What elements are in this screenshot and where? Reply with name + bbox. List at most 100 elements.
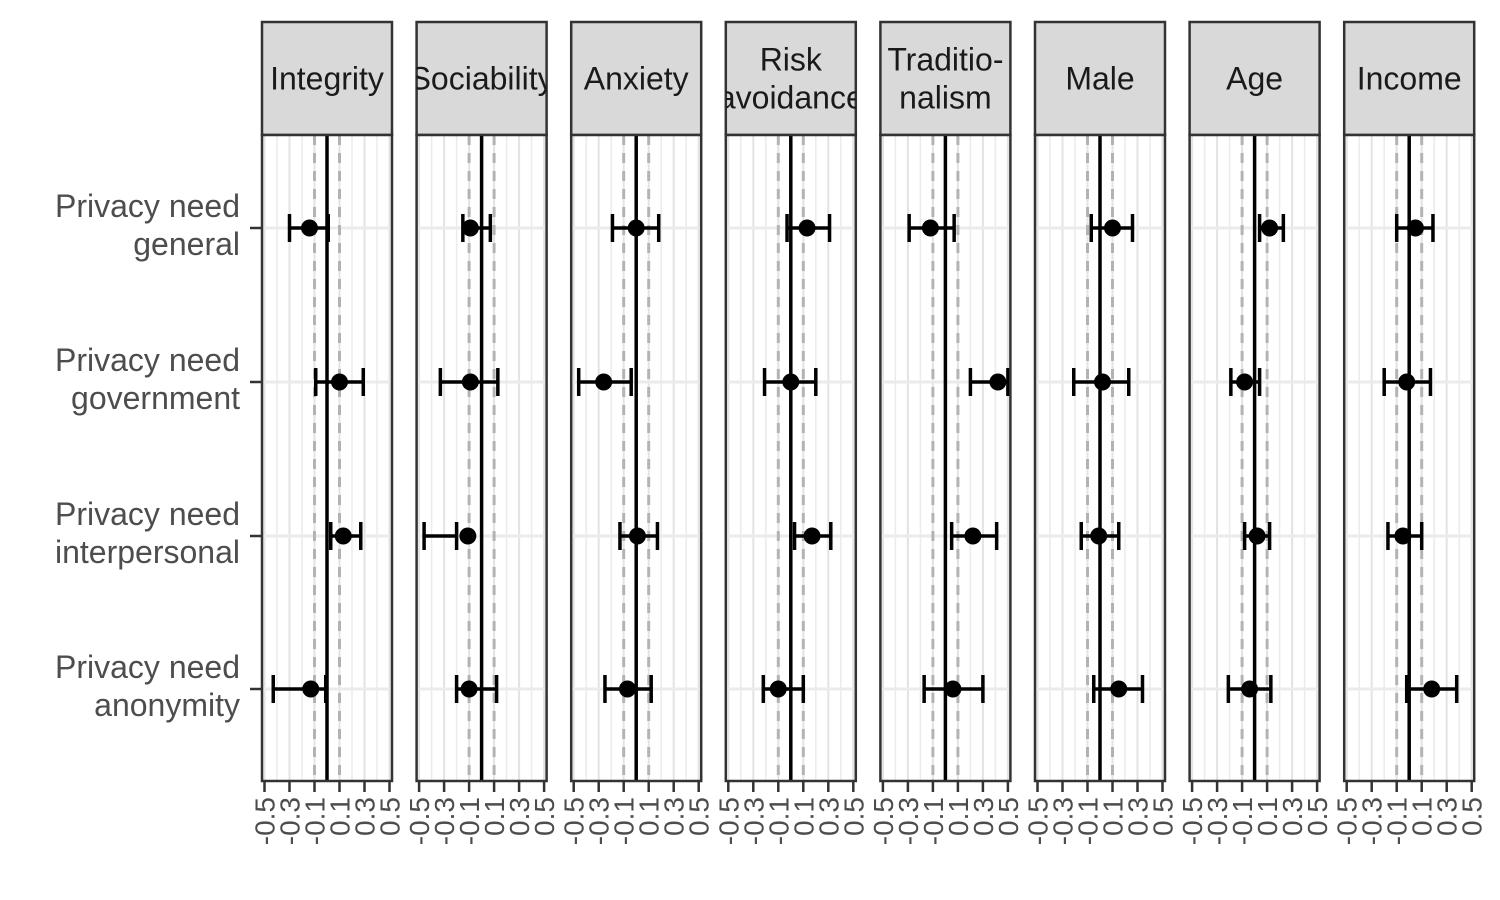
estimate-point: [301, 219, 318, 237]
estimate-point: [989, 373, 1007, 391]
x-tick-label: -0.1: [609, 797, 640, 845]
estimate-point: [1110, 680, 1128, 698]
row-label: Privacy need anonymity: [55, 649, 240, 723]
x-tick-label: 0.1: [788, 797, 819, 836]
facet-panel: Age -0.5-0.3-0.10.10.30.5: [1177, 20, 1333, 845]
facet-panel: Income -0.5-0.3-0.10.10.30.5: [1332, 20, 1488, 845]
x-tick-label: -0.1: [1073, 797, 1104, 845]
x-tick-label: -0.5: [1177, 797, 1208, 845]
x-tick-label: 0.1: [1252, 797, 1283, 836]
row-label: Privacy need government: [55, 342, 240, 416]
facet-strip: [879, 20, 1012, 137]
estimate-point: [1241, 680, 1259, 698]
x-tick-label: 0.5: [838, 797, 869, 836]
x-tick-label: -0.5: [713, 797, 744, 845]
facet-panel-border: [415, 133, 548, 783]
estimate-point: [921, 219, 939, 237]
estimate-point: [1406, 219, 1424, 237]
facet-strip-label: Income: [1357, 61, 1462, 97]
estimate-point: [628, 527, 646, 545]
x-tick-label: -0.3: [738, 797, 769, 845]
x-tick-label: -0.1: [300, 797, 331, 845]
estimate-point: [1236, 373, 1254, 391]
estimate-point: [1261, 219, 1279, 237]
x-tick-label: -0.5: [250, 797, 281, 845]
facet-strip: [724, 20, 858, 137]
x-tick-label: -0.5: [404, 797, 435, 845]
x-tick-label: 0.5: [1457, 797, 1488, 836]
x-tick-label: 0.3: [350, 797, 381, 836]
facet-strip-label-line: Integrity: [270, 61, 384, 97]
row-label-line: Privacy need: [55, 342, 240, 378]
facet-strip-label-line: avoidance: [718, 80, 864, 116]
facet-strip-label-line: Anxiety: [584, 61, 689, 97]
x-tick-label: 0.5: [375, 797, 406, 836]
facet-panel-border: [1342, 133, 1476, 783]
estimate-point: [1394, 527, 1412, 545]
x-tick-label: 0.5: [993, 797, 1024, 836]
facet-strip: [415, 20, 548, 137]
facet-strip-label: Risk avoidance: [718, 42, 864, 116]
estimate-point: [1398, 373, 1416, 391]
x-tick-label: -0.3: [893, 797, 924, 845]
facet-panel-border: [1188, 133, 1321, 783]
facet-strip: [569, 20, 703, 137]
x-tick-label: 0.1: [479, 797, 510, 836]
x-tick-label: -0.1: [763, 797, 794, 845]
x-tick-label: -0.3: [275, 797, 306, 845]
x-tick-label: -0.3: [584, 797, 615, 845]
row-label-line: Privacy need: [55, 496, 240, 532]
estimate-point: [944, 680, 962, 698]
row-label-line: general: [133, 226, 240, 262]
x-tick-label: 0.1: [634, 797, 665, 836]
facet-panel-border: [1033, 133, 1167, 783]
estimate-point: [461, 219, 479, 237]
x-tick-label: 0.3: [1123, 797, 1154, 836]
x-tick-label: -0.1: [918, 797, 949, 845]
facet-strip-label-line: Age: [1226, 61, 1283, 97]
facet-strip-label-line: Risk: [760, 42, 823, 78]
x-tick-label: -0.1: [1382, 797, 1413, 845]
x-tick-label: -0.5: [559, 797, 590, 845]
facet-strip-label: Sociability: [410, 61, 554, 97]
estimate-point: [334, 527, 352, 545]
facet-strip-label-line: Male: [1065, 61, 1134, 97]
estimate-point: [769, 680, 787, 698]
facet-panel-border: [260, 133, 394, 783]
x-tick-label: 0.1: [1407, 797, 1438, 836]
estimate-point: [461, 373, 479, 391]
estimate-point: [1248, 527, 1266, 545]
estimate-point: [302, 680, 320, 698]
x-tick-label: 0.3: [1277, 797, 1308, 836]
estimate-point: [803, 527, 821, 545]
facet-strip-label: Traditio-nalism: [887, 42, 1003, 116]
facet-panel: Anxiety -0.5-0.3-0.10.10.30.5: [559, 20, 715, 845]
facet-strip-label-line: Income: [1357, 61, 1462, 97]
x-tick-label: -0.1: [1227, 797, 1258, 845]
row-label: Privacy need interpersonal: [55, 496, 240, 570]
x-tick-label: -0.1: [454, 797, 485, 845]
estimate-point: [460, 680, 478, 698]
x-tick-label: -0.3: [1357, 797, 1388, 845]
facet-panel-border: [724, 133, 858, 783]
facet-strip-label: Age: [1226, 61, 1283, 97]
row-label-line: Privacy need: [55, 188, 240, 224]
facet-strip-label: Integrity: [270, 61, 384, 97]
estimate-point: [798, 219, 816, 237]
facet-panel: Male -0.5-0.3-0.10.10.30.5: [1023, 20, 1179, 845]
x-tick-label: 0.3: [968, 797, 999, 836]
estimate-point: [964, 527, 982, 545]
facet-strip-label-line: Traditio-: [887, 42, 1003, 78]
x-tick-label: -0.5: [868, 797, 899, 845]
estimate-point: [627, 219, 645, 237]
facet-strip-label: Male: [1065, 61, 1134, 97]
x-tick-label: 0.3: [659, 797, 690, 836]
facet-strip: [1033, 20, 1167, 137]
x-tick-label: 0.5: [684, 797, 715, 836]
facet-strip-label-line: nalism: [899, 80, 991, 116]
x-tick-label: -0.3: [1048, 797, 1079, 845]
estimate-point: [782, 373, 800, 391]
x-tick-label: 0.3: [504, 797, 535, 836]
x-tick-label: 0.1: [325, 797, 356, 836]
